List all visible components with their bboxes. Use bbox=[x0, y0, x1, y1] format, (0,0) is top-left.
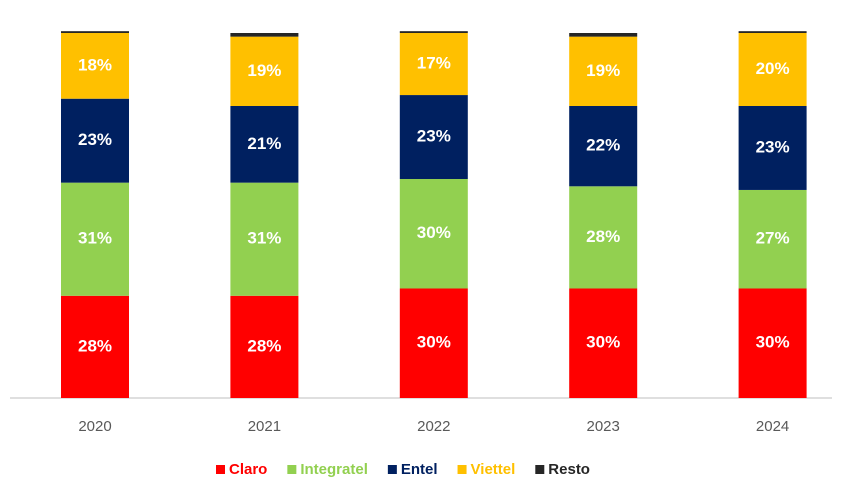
data-label: 18% bbox=[78, 55, 112, 74]
data-label: 20% bbox=[756, 59, 790, 78]
legend-swatch bbox=[387, 465, 397, 474]
bar-segment bbox=[399, 31, 468, 33]
bar-segment bbox=[230, 36, 299, 106]
data-label: 30% bbox=[417, 223, 451, 242]
bar-segment bbox=[230, 182, 299, 296]
data-label: 28% bbox=[78, 336, 112, 355]
legend-swatch bbox=[216, 465, 225, 474]
bar-segment bbox=[569, 186, 638, 289]
data-label: 21% bbox=[247, 134, 281, 153]
data-label: 23% bbox=[756, 137, 790, 156]
data-label: 31% bbox=[247, 229, 281, 248]
x-tick-label: 2021 bbox=[248, 418, 281, 435]
data-label: 17% bbox=[417, 54, 451, 73]
bar-segment bbox=[569, 106, 638, 187]
x-tick-label: 2022 bbox=[417, 418, 450, 435]
bar-segment bbox=[399, 179, 468, 289]
bar-segment bbox=[230, 33, 299, 37]
bar-segment bbox=[569, 288, 638, 398]
data-label: 30% bbox=[417, 333, 451, 352]
data-label: 30% bbox=[586, 333, 620, 352]
legend-label: Integratel bbox=[300, 461, 368, 478]
bar-segment bbox=[738, 31, 807, 33]
legend-swatch bbox=[535, 465, 545, 474]
data-label: 28% bbox=[247, 336, 281, 355]
bar-segment bbox=[569, 33, 638, 37]
bar-segment bbox=[738, 33, 807, 106]
legend-label: Claro bbox=[229, 461, 267, 478]
bar-segment bbox=[738, 189, 807, 289]
x-tick-label: 2024 bbox=[756, 418, 789, 435]
bar-segment bbox=[61, 33, 129, 99]
bar-segment bbox=[61, 98, 129, 183]
legend-swatch bbox=[287, 465, 297, 474]
x-tick-label: 2023 bbox=[587, 418, 620, 435]
bar-segment bbox=[738, 288, 807, 398]
data-label: 30% bbox=[756, 333, 790, 352]
bar-segment bbox=[61, 295, 129, 398]
bar-segment bbox=[569, 36, 638, 106]
bar-segment bbox=[399, 33, 468, 96]
data-label: 23% bbox=[78, 130, 112, 149]
bar-segment bbox=[230, 295, 299, 398]
x-tick-label: 2020 bbox=[78, 418, 111, 435]
bar-segment bbox=[738, 106, 807, 190]
data-label: 19% bbox=[586, 61, 620, 80]
bar-segment bbox=[399, 288, 468, 398]
data-label: 27% bbox=[756, 229, 790, 248]
legend-label: Resto bbox=[548, 461, 590, 478]
data-label: 22% bbox=[586, 136, 620, 155]
bar-segment bbox=[61, 182, 129, 296]
legend-swatch bbox=[457, 465, 467, 474]
data-label: 28% bbox=[586, 227, 620, 246]
legend-label: Entel bbox=[401, 461, 438, 478]
legend-label: Viettel bbox=[471, 461, 516, 478]
bar-segment bbox=[399, 95, 468, 179]
bar-segment bbox=[61, 31, 129, 33]
data-label: 23% bbox=[417, 127, 451, 146]
data-label: 31% bbox=[78, 229, 112, 248]
data-label: 19% bbox=[247, 61, 281, 80]
bar-segment bbox=[230, 106, 299, 183]
